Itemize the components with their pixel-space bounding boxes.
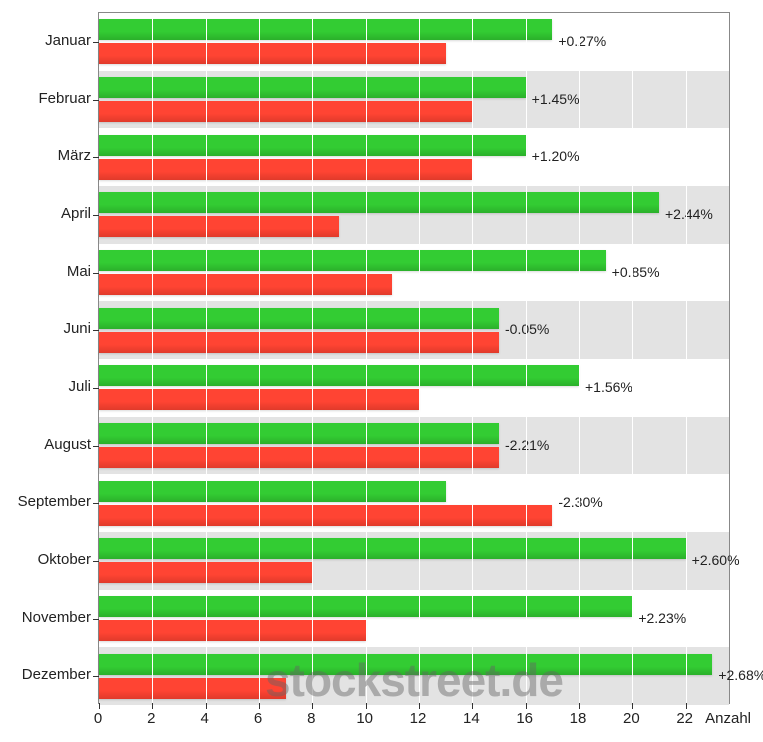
x-axis-tick-label: 18: [570, 710, 587, 727]
x-axis-tick-label: 0: [94, 710, 102, 727]
bar-red: [99, 216, 339, 237]
x-axis-tick-label: 2: [147, 710, 155, 727]
x-axis-tick-label: 14: [463, 710, 480, 727]
bar-green: [99, 192, 659, 213]
bar-green: [99, 19, 552, 40]
y-axis-month-label: August: [44, 436, 91, 453]
bar-green: [99, 308, 499, 329]
x-tick: [312, 703, 313, 709]
y-axis-month-label: Dezember: [22, 666, 91, 683]
pct-label: +1.20%: [532, 148, 580, 164]
y-tick: [93, 330, 99, 331]
pct-label: +0.27%: [558, 33, 606, 49]
y-tick: [93, 446, 99, 447]
y-axis-month-label: Juni: [63, 320, 91, 337]
x-tick: [152, 703, 153, 709]
y-tick: [93, 676, 99, 677]
bar-red: [99, 101, 472, 122]
x-axis-tick-label: 20: [623, 710, 640, 727]
x-tick: [259, 703, 260, 709]
y-tick: [93, 561, 99, 562]
bar-red: [99, 159, 472, 180]
bar-green: [99, 250, 606, 271]
x-axis-tick-label: 10: [356, 710, 373, 727]
y-tick: [93, 157, 99, 158]
bar-red: [99, 505, 552, 526]
gridline: [579, 13, 580, 703]
y-axis-month-label: Januar: [45, 32, 91, 49]
bar-red: [99, 447, 499, 468]
pct-label: +2.68%: [718, 667, 763, 683]
y-axis-month-label: Februar: [38, 90, 91, 107]
x-axis-tick-label: 8: [307, 710, 315, 727]
x-axis-tick-label: 16: [516, 710, 533, 727]
bar-red: [99, 332, 499, 353]
x-tick: [526, 703, 527, 709]
gridline: [686, 13, 687, 703]
pct-label: +0.85%: [612, 264, 660, 280]
pct-label: +1.56%: [585, 379, 633, 395]
y-axis-month-label: April: [61, 205, 91, 222]
gridline: [632, 13, 633, 703]
bar-red: [99, 43, 446, 64]
y-tick: [93, 42, 99, 43]
pct-label: -0.05%: [505, 321, 549, 337]
bar-green: [99, 365, 579, 386]
y-tick: [93, 388, 99, 389]
x-tick: [686, 703, 687, 709]
bar-green: [99, 423, 499, 444]
x-tick: [99, 703, 100, 709]
gridline: [526, 13, 527, 703]
bar-red: [99, 620, 366, 641]
x-tick: [632, 703, 633, 709]
pct-label: +1.45%: [532, 91, 580, 107]
plot-area: +0.27% +1.45% +1.20% +2.44% +0.85% -0.05% +1.5…: [98, 12, 730, 704]
x-tick: [366, 703, 367, 709]
gridline: [312, 13, 313, 703]
x-axis-title: Anzahl: [705, 710, 751, 727]
y-tick: [93, 619, 99, 620]
bar-green: [99, 481, 446, 502]
bar-green: [99, 654, 712, 675]
pct-label: +2.23%: [638, 610, 686, 626]
y-axis-month-label: Juli: [68, 378, 91, 395]
y-axis-month-label: März: [58, 147, 91, 164]
pct-label: +2.60%: [692, 552, 740, 568]
gridline: [152, 13, 153, 703]
pct-label: +2.44%: [665, 206, 713, 222]
pct-label: -2.21%: [505, 437, 549, 453]
bar-red: [99, 678, 286, 699]
x-axis-tick-label: 12: [410, 710, 427, 727]
x-tick: [419, 703, 420, 709]
x-tick: [579, 703, 580, 709]
y-tick: [93, 273, 99, 274]
monthly-performance-chart: +0.27% +1.45% +1.20% +2.44% +0.85% -0.05% +1.5…: [0, 0, 763, 742]
bar-green: [99, 538, 686, 559]
gridline: [259, 13, 260, 703]
x-axis-tick-label: 22: [676, 710, 693, 727]
y-tick: [93, 503, 99, 504]
x-axis-tick-label: 6: [254, 710, 262, 727]
bar-red: [99, 274, 392, 295]
gridline: [419, 13, 420, 703]
x-tick: [472, 703, 473, 709]
y-tick: [93, 215, 99, 216]
y-axis-month-label: November: [22, 609, 91, 626]
gridline: [206, 13, 207, 703]
x-axis-tick-label: 4: [200, 710, 208, 727]
x-tick: [206, 703, 207, 709]
pct-label: -2.30%: [558, 494, 602, 510]
gridline: [366, 13, 367, 703]
y-axis-month-label: September: [18, 493, 91, 510]
gridline: [472, 13, 473, 703]
y-tick: [93, 100, 99, 101]
y-axis-month-label: Mai: [67, 263, 91, 280]
y-axis-month-label: Oktober: [38, 551, 91, 568]
